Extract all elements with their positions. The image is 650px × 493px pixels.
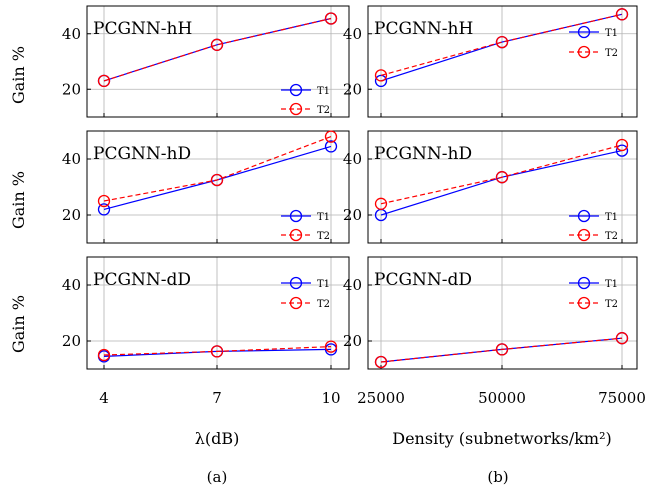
x-axis-label-b: Density (subnetworks/km²)	[392, 429, 611, 448]
x-axis-label-a: λ(dB)	[195, 429, 240, 448]
y-tick-label: 20	[62, 206, 81, 224]
legend-marker-t2	[577, 228, 591, 242]
data-point-t2	[97, 348, 111, 362]
data-point-t1	[324, 140, 338, 153]
data-point-t2	[210, 173, 224, 187]
data-point-t2	[615, 8, 629, 21]
data-point-t2	[615, 138, 629, 152]
series-line-t2	[380, 13, 623, 76]
data-point-t1	[324, 343, 338, 356]
series-line-t2	[103, 136, 332, 202]
series-line-t1	[103, 348, 332, 357]
chart-panel-3: 20 40 PCGNN-hH T1 T2	[343, 5, 638, 118]
plot-frame	[86, 256, 350, 370]
legend-marker-t2	[289, 228, 303, 242]
legend-marker-t1	[289, 83, 303, 97]
y-tick-label: 40	[62, 25, 81, 43]
panel-title: PCGNN-hH	[374, 19, 473, 39]
data-point-t2	[324, 12, 338, 25]
series-line-t1	[380, 13, 623, 82]
panel-title: PCGNN-hH	[93, 19, 192, 39]
data-point-t2	[324, 340, 338, 353]
x-tick-label: 7	[212, 389, 222, 407]
x-tick-label: 4	[99, 389, 109, 407]
legend-marker-t1	[577, 25, 591, 39]
data-point-t2	[615, 332, 629, 345]
panel-title: PCGNN-hD	[374, 144, 472, 164]
y-tick-label: 20	[343, 80, 362, 98]
y-axis-label-row1: Gain %	[9, 46, 28, 104]
data-point-t2	[210, 38, 224, 51]
data-point-t2	[210, 345, 224, 358]
legend-marker-t1	[289, 276, 303, 290]
series-line-t2	[103, 346, 332, 356]
x-tick-label: 25000	[357, 389, 405, 407]
panel-title: PCGNN-hD	[93, 144, 191, 164]
plot-frame	[86, 5, 350, 118]
legend-label-t2: T2	[605, 299, 618, 310]
legend-marker-t1	[577, 209, 591, 223]
data-point-t2	[97, 194, 111, 208]
x-tick-label: 50000	[478, 389, 526, 407]
y-tick-label: 40	[343, 25, 362, 43]
legend-marker-t2	[577, 296, 591, 310]
data-point-t2	[495, 35, 509, 49]
legend-label-t1: T1	[605, 279, 618, 290]
y-tick-label: 40	[62, 276, 81, 294]
panel-title: PCGNN-dD	[93, 270, 191, 290]
legend-marker-t2	[577, 45, 591, 59]
chart-panel-1: 20 40 PCGNN-hD T1 T2	[62, 130, 350, 244]
legend-label-t2: T2	[317, 105, 330, 116]
legend-label-t2: T2	[317, 231, 330, 242]
legend-label-t1: T1	[317, 212, 330, 223]
x-tick-label: 10	[321, 389, 340, 407]
panel-title: PCGNN-dD	[374, 270, 472, 290]
data-point-t2	[97, 74, 111, 88]
chart-panel-4: 20 40 PCGNN-hD T1 T2	[343, 130, 638, 244]
data-point-t2	[495, 343, 509, 356]
series-line-t2	[380, 144, 623, 205]
subcaption-b: (b)	[487, 468, 508, 486]
legend-marker-t2	[289, 296, 303, 310]
data-point-t2	[495, 171, 509, 184]
legend-label-t2: T2	[605, 48, 618, 59]
y-tick-label: 40	[343, 150, 362, 168]
legend-label-t2: T2	[317, 299, 330, 310]
y-tick-label: 20	[62, 332, 81, 350]
chart-panel-2: 20 40 4 7 10 PCGNN-dD T1 T2	[62, 256, 350, 407]
subcaption-a: (a)	[207, 468, 228, 486]
y-axis-label-row3: Gain %	[9, 295, 28, 353]
legend-marker-t1	[289, 209, 303, 223]
series-line-t2	[380, 337, 623, 363]
legend-marker-t1	[577, 276, 591, 290]
legend-marker-t2	[289, 102, 303, 116]
legend-label-t2: T2	[605, 231, 618, 242]
plot-frame	[86, 130, 350, 244]
y-tick-label: 20	[62, 80, 81, 98]
data-point-t2	[324, 130, 338, 143]
data-point-t2	[374, 69, 388, 82]
y-axis-label-row2: Gain %	[9, 171, 28, 229]
y-tick-label: 40	[343, 276, 362, 294]
chart-panel-0: 20 40 PCGNN-hH T1 T2	[62, 5, 350, 118]
legend-label-t1: T1	[605, 28, 618, 39]
data-point-t2	[374, 355, 388, 369]
y-tick-label: 20	[343, 206, 362, 224]
series-line-t2	[103, 17, 332, 82]
legend-label-t1: T1	[605, 212, 618, 223]
legend-label-t1: T1	[317, 279, 330, 290]
x-tick-label: 75000	[598, 389, 646, 407]
data-point-t2	[374, 197, 388, 210]
data-point-t1	[97, 203, 111, 216]
chart-panel-5: 20 40 25000 50000 75000 PCGNN-dD T1 T2	[343, 256, 646, 407]
y-tick-label: 20	[343, 332, 362, 350]
legend-label-t1: T1	[317, 86, 330, 97]
y-tick-label: 40	[62, 150, 81, 168]
